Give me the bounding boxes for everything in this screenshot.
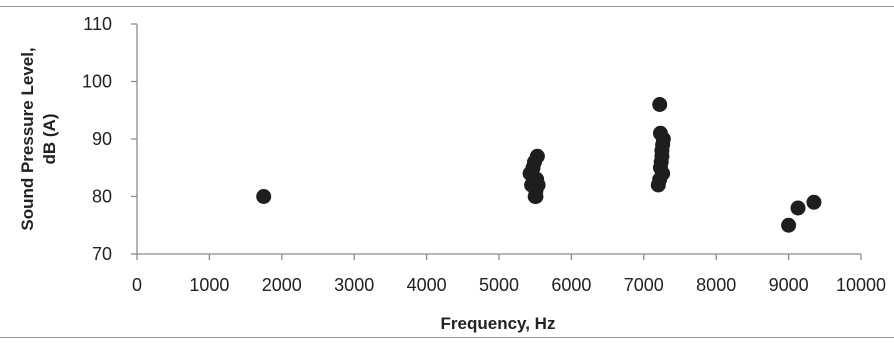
data-point bbox=[652, 125, 668, 141]
top-border bbox=[0, 6, 894, 7]
bottom-border bbox=[0, 337, 894, 338]
y-tick-label: 70 bbox=[92, 244, 112, 264]
x-tick-label: 2000 bbox=[262, 275, 302, 295]
x-tick-label: 3000 bbox=[334, 275, 374, 295]
data-point bbox=[652, 97, 668, 112]
y-tick-label: 90 bbox=[92, 129, 112, 149]
y-tick-label: 110 bbox=[83, 14, 112, 34]
data-point bbox=[654, 148, 670, 164]
data-point bbox=[256, 189, 272, 204]
data-point bbox=[655, 166, 671, 181]
x-tick-label: 4000 bbox=[407, 275, 447, 295]
data-point bbox=[530, 177, 546, 193]
data-point bbox=[790, 200, 806, 216]
x-tick-label: 7000 bbox=[624, 275, 664, 295]
x-tick-label: 0 bbox=[132, 275, 142, 295]
x-tick-label: 6000 bbox=[551, 275, 591, 295]
y-tick-label: 100 bbox=[82, 72, 112, 92]
data-point bbox=[781, 217, 797, 233]
y-tick-label: 80 bbox=[92, 187, 112, 207]
y-axis-title-line: dB (A) bbox=[40, 114, 59, 165]
x-tick-label: 8000 bbox=[696, 275, 736, 295]
y-axis-title: Sound Pressure Level, dB (A) bbox=[18, 47, 59, 230]
x-tick-label: 5000 bbox=[479, 275, 519, 295]
data-point bbox=[528, 189, 544, 204]
x-tick-label: 9000 bbox=[769, 275, 809, 295]
data-point bbox=[529, 148, 545, 164]
data-point bbox=[806, 194, 822, 210]
x-tick-label: 10000 bbox=[836, 275, 886, 295]
y-axis-title-line: Sound Pressure Level, bbox=[18, 47, 37, 230]
x-axis-title: Frequency, Hz bbox=[441, 314, 556, 333]
x-tick-label: 1000 bbox=[189, 275, 229, 295]
